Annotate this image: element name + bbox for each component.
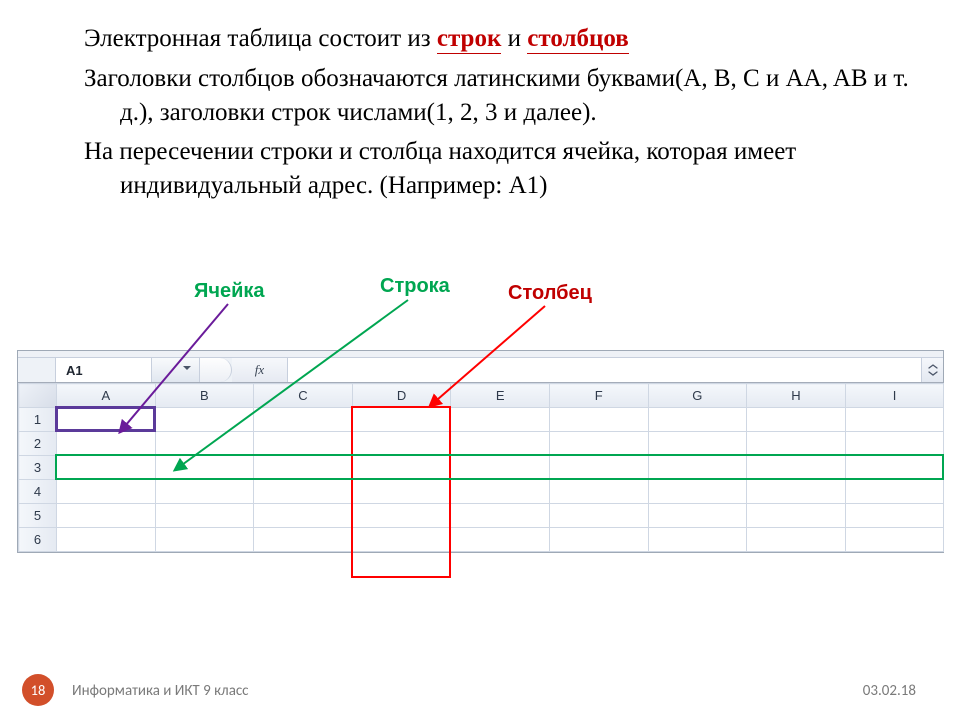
cell[interactable] xyxy=(747,504,846,528)
footer-title: Информатика и ИКТ 9 класс xyxy=(72,682,248,700)
cell[interactable] xyxy=(648,432,747,456)
cell[interactable] xyxy=(451,456,550,480)
cell[interactable] xyxy=(155,456,254,480)
callout-row: Строка xyxy=(380,275,450,298)
cell[interactable] xyxy=(845,528,944,552)
row-header[interactable]: 1 xyxy=(19,408,57,432)
cell[interactable] xyxy=(451,408,550,432)
cell[interactable] xyxy=(549,528,648,552)
row-header[interactable]: 4 xyxy=(19,480,57,504)
formula-input[interactable] xyxy=(288,358,921,382)
column-header[interactable]: E xyxy=(451,384,550,408)
cell[interactable] xyxy=(352,408,451,432)
column-header[interactable]: A xyxy=(57,384,156,408)
cell[interactable] xyxy=(845,480,944,504)
row-header[interactable]: 3 xyxy=(19,456,57,480)
cell[interactable] xyxy=(845,408,944,432)
page-number-badge: 18 xyxy=(22,674,54,706)
cell[interactable] xyxy=(155,528,254,552)
cell[interactable] xyxy=(549,408,648,432)
footer-date: 03.02.18 xyxy=(863,682,916,700)
cell[interactable] xyxy=(254,528,353,552)
body-text: и xyxy=(501,25,527,52)
cell-grid[interactable]: ABCDEFGHI 123456 xyxy=(18,383,944,552)
select-all-corner[interactable] xyxy=(19,384,57,408)
cell[interactable] xyxy=(155,432,254,456)
emph-cols: столбцов xyxy=(527,25,629,54)
cell[interactable] xyxy=(648,528,747,552)
cell[interactable] xyxy=(845,432,944,456)
cell[interactable] xyxy=(155,480,254,504)
cell[interactable] xyxy=(549,504,648,528)
callout-column: Столбец xyxy=(508,282,592,305)
cell[interactable] xyxy=(352,504,451,528)
cell[interactable] xyxy=(352,432,451,456)
spreadsheet-fragment: A1 fx ABCDEFGHI 123456 xyxy=(17,350,944,553)
sheet-area: ABCDEFGHI 123456 xyxy=(18,383,943,552)
cell[interactable] xyxy=(451,528,550,552)
column-header[interactable]: B xyxy=(155,384,254,408)
name-box-dropdown[interactable] xyxy=(152,358,200,382)
column-header[interactable]: F xyxy=(549,384,648,408)
cell[interactable] xyxy=(254,408,353,432)
cell[interactable] xyxy=(57,504,156,528)
cell[interactable] xyxy=(451,480,550,504)
cell[interactable] xyxy=(352,528,451,552)
cell[interactable] xyxy=(57,528,156,552)
cell[interactable] xyxy=(845,504,944,528)
cell[interactable] xyxy=(352,480,451,504)
cell[interactable] xyxy=(57,456,156,480)
cell[interactable] xyxy=(155,504,254,528)
cell[interactable] xyxy=(254,432,353,456)
cell[interactable] xyxy=(549,432,648,456)
cell[interactable] xyxy=(648,408,747,432)
slide-body-text: Электронная таблица состоит из строк и с… xyxy=(48,22,918,203)
cell[interactable] xyxy=(57,480,156,504)
formula-bar-expand[interactable] xyxy=(921,358,943,382)
cell[interactable] xyxy=(747,432,846,456)
row-header[interactable]: 6 xyxy=(19,528,57,552)
slide-footer: 18 Информатика и ИКТ 9 класс 03.02.18 xyxy=(0,676,960,706)
callout-cell: Ячейка xyxy=(194,280,265,303)
name-box[interactable]: A1 xyxy=(56,358,152,382)
formula-bar-gutter xyxy=(18,358,56,382)
emph-rows: строк xyxy=(437,25,502,54)
cell[interactable] xyxy=(747,408,846,432)
body-text: Заголовки столбцов обозначаются латински… xyxy=(48,62,918,130)
body-text: Электронная таблица состоит из xyxy=(84,25,437,52)
column-header[interactable]: D xyxy=(352,384,451,408)
cell[interactable] xyxy=(155,408,254,432)
cell[interactable] xyxy=(549,480,648,504)
cell[interactable] xyxy=(57,408,156,432)
column-header[interactable]: C xyxy=(254,384,353,408)
cell[interactable] xyxy=(648,504,747,528)
column-header[interactable]: I xyxy=(845,384,944,408)
cell[interactable] xyxy=(549,456,648,480)
column-header[interactable]: H xyxy=(747,384,846,408)
cell[interactable] xyxy=(254,456,353,480)
row-header[interactable]: 2 xyxy=(19,432,57,456)
cell[interactable] xyxy=(747,528,846,552)
cell[interactable] xyxy=(451,432,550,456)
cell[interactable] xyxy=(648,456,747,480)
cell[interactable] xyxy=(254,480,353,504)
cell[interactable] xyxy=(254,504,353,528)
row-header[interactable]: 5 xyxy=(19,504,57,528)
cell[interactable] xyxy=(57,432,156,456)
fx-button[interactable]: fx xyxy=(232,358,288,382)
cell[interactable] xyxy=(747,456,846,480)
cell[interactable] xyxy=(845,456,944,480)
cell[interactable] xyxy=(451,504,550,528)
cell[interactable] xyxy=(648,480,747,504)
cancel-button[interactable] xyxy=(200,358,232,382)
cell[interactable] xyxy=(352,456,451,480)
column-header[interactable]: G xyxy=(648,384,747,408)
cell[interactable] xyxy=(747,480,846,504)
formula-bar: A1 fx xyxy=(18,357,943,383)
body-text: На пересечении строки и столбца находитс… xyxy=(48,135,918,203)
